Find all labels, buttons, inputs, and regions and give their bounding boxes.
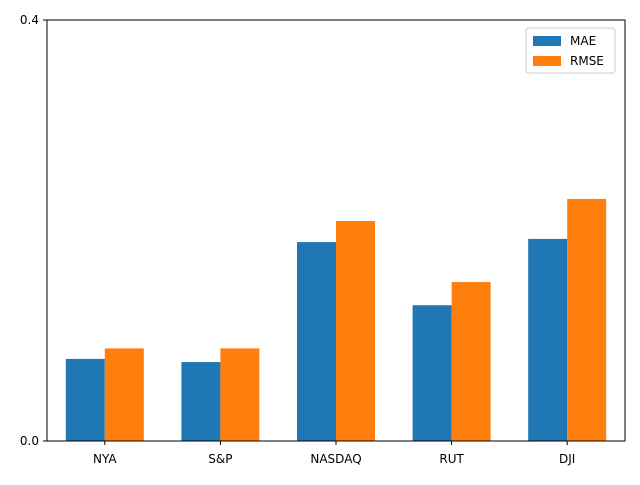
legend-swatch-rmse (533, 56, 561, 66)
axes-layer: NYA S&P NASDAQ RUT DJI 0.0 0.4 (20, 13, 626, 466)
x-tick-label: NYA (93, 452, 117, 466)
legend-label-mae: MAE (570, 34, 596, 48)
x-tick-label: S&P (208, 452, 232, 466)
x-tick-label: RUT (439, 452, 464, 466)
bar-rmse-4 (567, 198, 607, 441)
legend-swatch-mae (533, 36, 561, 46)
bar-mae-0 (65, 358, 105, 441)
bar-rmse-2 (336, 221, 375, 441)
x-tick-label: DJI (559, 452, 575, 466)
bar-mae-3 (412, 305, 452, 441)
bar-mae-1 (181, 362, 221, 441)
bar-rmse-3 (451, 282, 491, 441)
bar-rmse-0 (104, 348, 144, 441)
x-tick-label: NASDAQ (310, 452, 361, 466)
y-tick-label: 0.0 (20, 434, 39, 448)
bar-mae-4 (528, 238, 568, 441)
y-tick-label: 0.4 (20, 13, 39, 27)
bars-layer (65, 198, 607, 441)
bar-mae-2 (297, 242, 336, 441)
legend: MAE RMSE (525, 27, 616, 74)
bar-rmse-1 (220, 348, 260, 441)
legend-label-rmse: RMSE (570, 54, 604, 68)
